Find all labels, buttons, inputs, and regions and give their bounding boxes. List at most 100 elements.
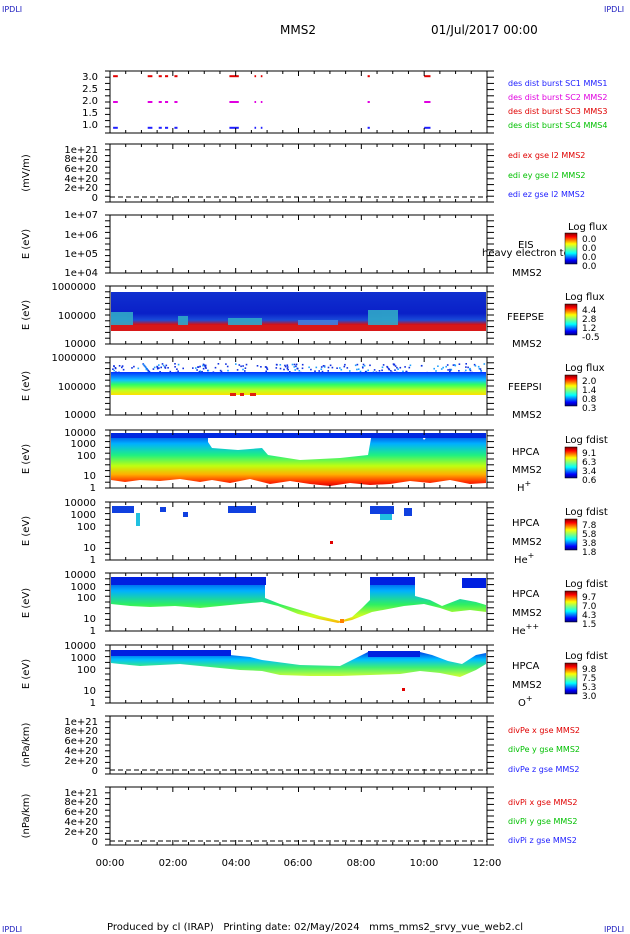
speckle bbox=[182, 367, 184, 370]
corner-label-top-left: IPDLI bbox=[2, 5, 22, 14]
speckle bbox=[449, 368, 451, 371]
speckle bbox=[227, 369, 229, 372]
speckle bbox=[244, 370, 246, 372]
burst-interval bbox=[254, 101, 257, 103]
colorbar-tick: 3.4 bbox=[582, 467, 597, 477]
speckle bbox=[409, 364, 412, 367]
speckle bbox=[121, 366, 123, 369]
ytick-label: 10000 bbox=[64, 498, 96, 509]
species-charge: + bbox=[526, 694, 533, 703]
species-charge: + bbox=[525, 479, 532, 488]
speckle bbox=[354, 364, 357, 367]
patch bbox=[183, 512, 188, 517]
ytick-label: 2e+20 bbox=[64, 827, 98, 838]
ytick-label: 1e+07 bbox=[64, 210, 98, 221]
panel-burst-frame bbox=[109, 70, 488, 134]
speckle bbox=[226, 365, 229, 368]
panel-divpe: 1e+21 8e+20 6e+20 4e+20 2e+20 0 (nPa/km)… bbox=[21, 715, 580, 777]
colorbar-tick: 3.0 bbox=[582, 692, 597, 702]
speckle bbox=[381, 366, 384, 369]
burst-interval bbox=[158, 75, 162, 78]
enhancement bbox=[228, 318, 262, 325]
species-base: H bbox=[517, 483, 525, 494]
legend-label: divPe x gse MMS2 bbox=[508, 726, 580, 735]
spacecraft-label: MMS2 bbox=[512, 465, 542, 476]
colorbar-title: Log flux bbox=[565, 292, 605, 303]
spectrogram-hpca-he2-top bbox=[370, 577, 415, 585]
speckle bbox=[133, 365, 135, 368]
speckle bbox=[473, 363, 476, 366]
panel-burst: 3.0 2.5 2.0 1.5 1.0 des dist burst SC1 M… bbox=[82, 70, 607, 134]
xtick-label: 10:00 bbox=[410, 858, 439, 869]
speckle bbox=[114, 367, 117, 370]
speckle bbox=[162, 364, 165, 367]
xtick-label: 06:00 bbox=[284, 858, 313, 869]
colorbar-tick: 2.8 bbox=[582, 315, 597, 325]
species-charge: ++ bbox=[526, 622, 539, 631]
speckle bbox=[390, 370, 392, 372]
speckle bbox=[397, 368, 399, 370]
speckle bbox=[295, 363, 298, 366]
colorbar-tick: 1.5 bbox=[582, 620, 596, 630]
speckle bbox=[452, 364, 455, 366]
ytick-label: 10000 bbox=[64, 410, 96, 421]
burst-interval bbox=[229, 126, 239, 129]
axis-ylabel: E (eV) bbox=[21, 229, 32, 259]
speckle bbox=[399, 366, 402, 369]
corner-label-bottom-left: IPDLI bbox=[2, 925, 22, 934]
hotspot bbox=[250, 393, 256, 396]
burst-interval bbox=[174, 126, 178, 129]
speckle bbox=[478, 367, 481, 370]
corner-label-top-right: IPDLI bbox=[604, 5, 624, 14]
speckle bbox=[205, 367, 207, 369]
colorbar-tick: 0.0 bbox=[582, 262, 597, 272]
colorbar-tick: -0.5 bbox=[582, 333, 600, 343]
ytick-label: 1000 bbox=[71, 510, 96, 521]
ytick-label: 4e+20 bbox=[64, 746, 98, 757]
speckle bbox=[158, 364, 160, 366]
speckle bbox=[318, 370, 320, 372]
burst-interval bbox=[113, 75, 118, 78]
ytick-label: 1 bbox=[90, 698, 96, 709]
panel-divpe-frame bbox=[109, 715, 488, 775]
panel-hpca-he2: 10000 1000 100 10 1 E (eV) HPCA MMS2 He+… bbox=[21, 570, 608, 637]
colorbar-tick: 4.4 bbox=[582, 306, 597, 316]
speckle bbox=[242, 365, 244, 367]
burst-interval bbox=[147, 126, 153, 129]
legend-label: divPi x gse MMS2 bbox=[508, 798, 577, 807]
speckle bbox=[329, 364, 332, 367]
colorbar-tick: 0.6 bbox=[582, 476, 597, 486]
colorbar-tick: 1.8 bbox=[582, 548, 597, 558]
speckle bbox=[454, 364, 457, 367]
speckle bbox=[458, 363, 461, 365]
species-label: He++ bbox=[512, 622, 539, 637]
speckle bbox=[152, 368, 155, 370]
burst-interval bbox=[113, 126, 118, 129]
panel-divpi-frame bbox=[109, 786, 488, 846]
speckle bbox=[197, 366, 199, 368]
axis-ylabel: E (eV) bbox=[21, 516, 32, 546]
enhancement bbox=[368, 310, 398, 325]
colorbar-tick: 2.0 bbox=[582, 377, 597, 387]
panel-hpca-he1: 10000 1000 100 10 1 E (eV) HPCA MMS2 He+… bbox=[21, 498, 608, 566]
colorbar-tick: 9.7 bbox=[582, 593, 596, 603]
ytick-label: 2.0 bbox=[82, 96, 98, 107]
hotspot bbox=[402, 688, 405, 691]
ytick-label: 1e+06 bbox=[64, 230, 98, 241]
spacecraft-label: MMS2 bbox=[512, 339, 542, 350]
speckle bbox=[394, 369, 396, 371]
ytick-label: 10 bbox=[83, 614, 96, 625]
speckle bbox=[479, 368, 482, 370]
spectrogram-hpca-he2-top bbox=[462, 578, 486, 588]
ytick-label: 100 bbox=[77, 593, 96, 604]
legend-label: divPe y gse MMS2 bbox=[508, 745, 580, 754]
speckle bbox=[408, 366, 411, 369]
speckle bbox=[363, 364, 366, 367]
speckle bbox=[156, 366, 159, 368]
speckle bbox=[240, 365, 242, 368]
burst-interval bbox=[147, 75, 153, 78]
panel-hpca-o: 10000 1000 100 10 1 E (eV) HPCA MMS2 O+ … bbox=[21, 641, 608, 709]
colorbar-tick: 9.1 bbox=[582, 449, 596, 459]
speckle bbox=[369, 364, 371, 367]
enhancement bbox=[111, 312, 133, 325]
